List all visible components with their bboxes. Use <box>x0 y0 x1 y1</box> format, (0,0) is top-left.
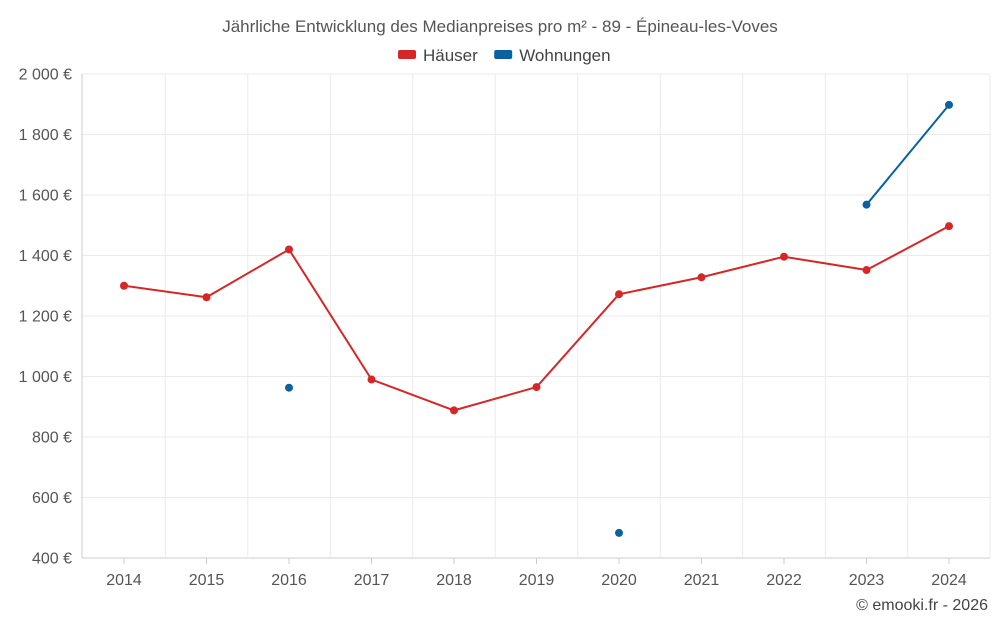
legend-swatch <box>494 50 513 59</box>
x-tick-label: 2021 <box>684 572 720 589</box>
data-point <box>285 245 293 254</box>
y-tick-label: 400 € <box>32 551 72 568</box>
legend-label[interactable]: Wohnungen <box>519 46 610 65</box>
data-point <box>945 100 953 109</box>
data-point <box>532 383 541 392</box>
data-point <box>697 273 706 282</box>
x-tick-label: 2019 <box>519 572 555 589</box>
x-tick-label: 2023 <box>849 572 885 589</box>
series-haeuser <box>120 222 953 415</box>
y-tick-label: 1 400 € <box>19 248 72 265</box>
y-tick-label: 1 600 € <box>19 188 72 205</box>
y-tick-label: 2 000 € <box>19 67 72 84</box>
y-tick-label: 1 800 € <box>19 127 72 144</box>
series-wohnungen <box>285 100 953 537</box>
grid <box>81 73 991 559</box>
series-layer <box>120 100 953 537</box>
legend-swatch <box>398 50 416 59</box>
x-tick-label: 2014 <box>106 572 142 589</box>
data-point <box>862 200 871 209</box>
legend-label[interactable]: Häuser <box>423 46 478 65</box>
x-tick-label: 2016 <box>271 572 307 589</box>
legend: Häuser Wohnungen <box>398 46 611 65</box>
data-point <box>450 406 458 415</box>
x-tick-label: 2024 <box>931 572 967 589</box>
data-point <box>945 222 953 231</box>
y-tick-label: 800 € <box>32 430 72 447</box>
y-tick-label: 1 000 € <box>19 369 72 386</box>
data-point <box>202 293 211 302</box>
y-axis: 400 € 600 € 800 € 1 000 € 1 200 € 1 400 € 1 60… <box>19 67 72 568</box>
data-point <box>615 290 623 299</box>
y-tick-label: 600 € <box>32 490 72 507</box>
chart-title: Jährliche Entwicklung des Medianpreises … <box>222 17 778 36</box>
data-point <box>120 281 128 290</box>
x-tick-label: 2018 <box>436 572 472 589</box>
x-axis: 2014 2015 2016 2017 2018 2019 2020 2021 2022 2023… <box>106 558 967 589</box>
credit-label: © emooki.fr - 2026 <box>856 597 988 614</box>
data-point <box>285 383 293 392</box>
data-point <box>615 528 623 537</box>
data-point <box>367 375 376 384</box>
x-tick-label: 2022 <box>766 572 802 589</box>
x-tick-label: 2020 <box>601 572 637 589</box>
data-point <box>862 266 871 275</box>
data-point <box>780 252 788 261</box>
x-tick-label: 2015 <box>189 572 225 589</box>
series-line <box>865 104 950 206</box>
x-tick-label: 2017 <box>354 572 390 589</box>
y-tick-label: 1 200 € <box>19 309 72 326</box>
